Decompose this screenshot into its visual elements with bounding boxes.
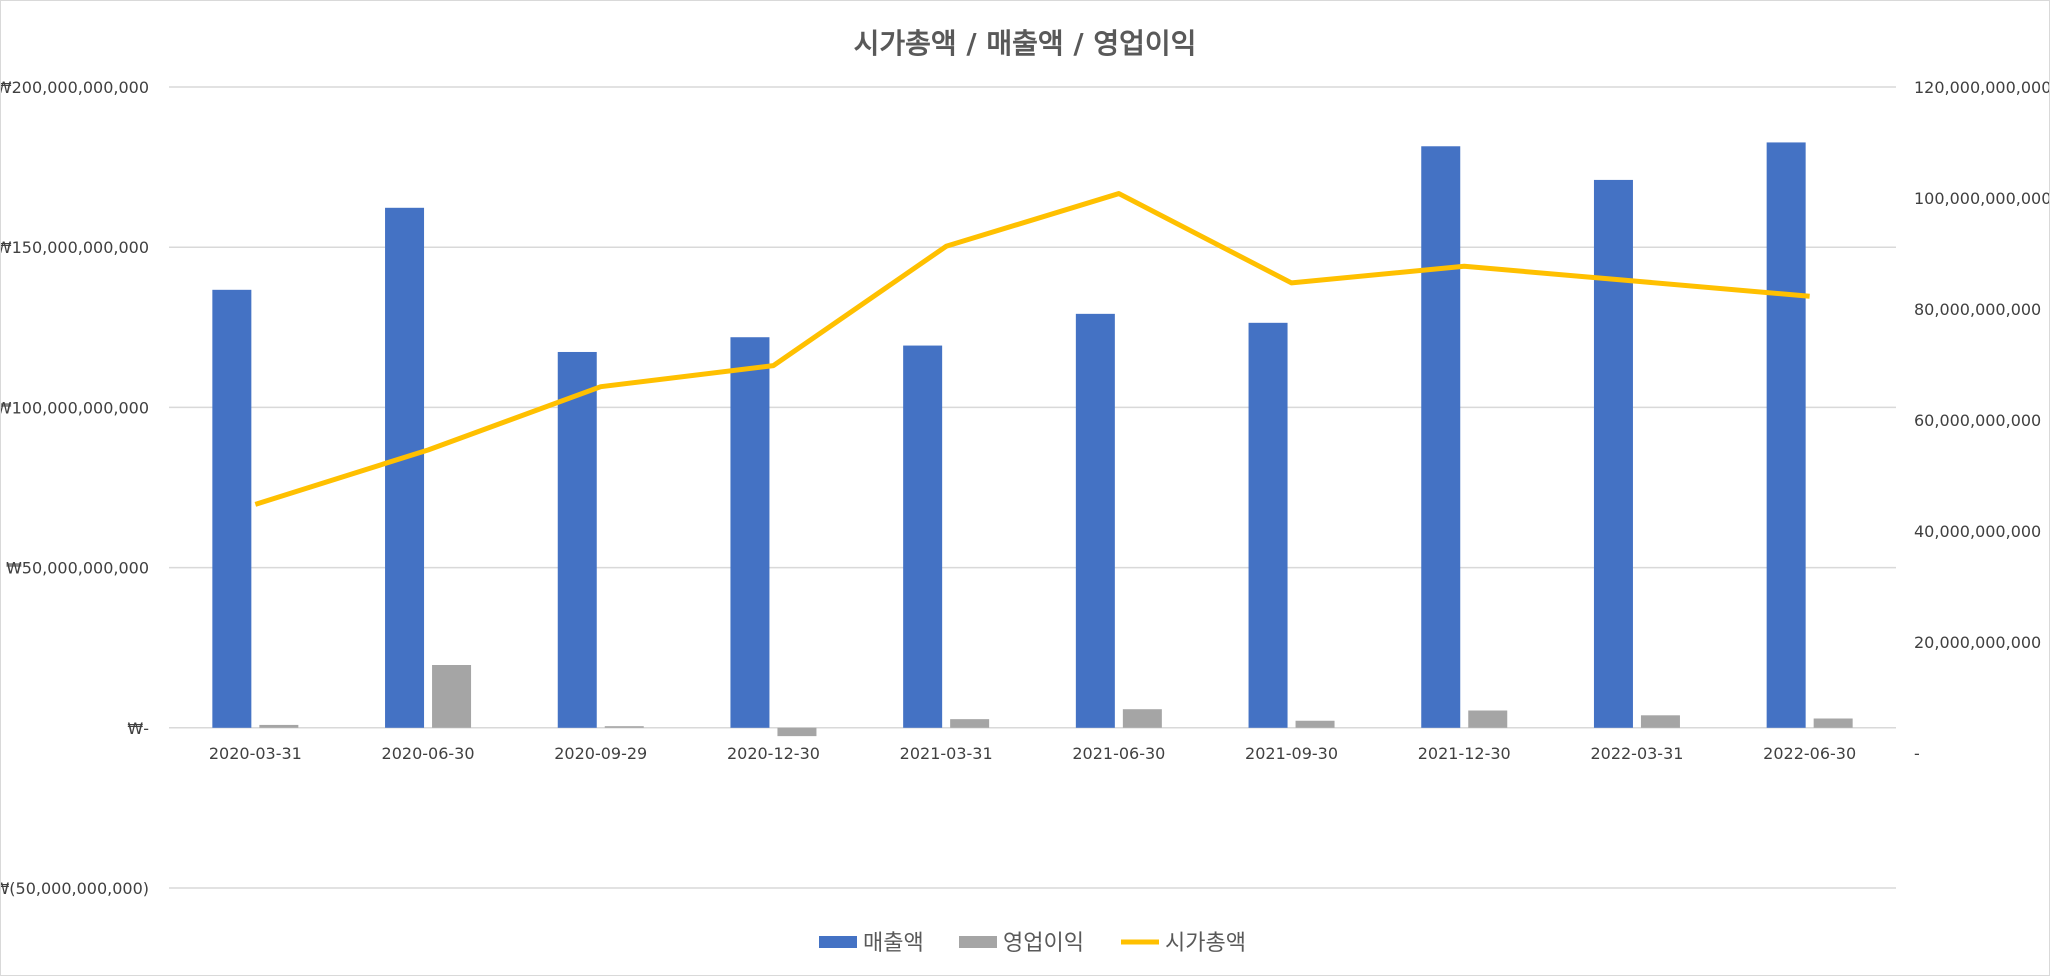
gridlines xyxy=(169,86,1896,889)
x-tick-label: 2021-03-31 xyxy=(900,744,993,763)
line-series xyxy=(254,191,1810,507)
left-tick-label: ₩200,000,000,000 xyxy=(1,78,149,97)
legend: 매출액 영업이익 시가총액 xyxy=(819,931,1246,956)
left-tick-label: ₩50,000,000,000 xyxy=(6,559,149,578)
revenue-bar xyxy=(1075,313,1115,728)
revenue-bar xyxy=(557,351,597,728)
left-tick-label: ₩(50,000,000,000) xyxy=(1,879,149,898)
operating-profit-bar xyxy=(604,726,644,728)
x-tick-label: 2021-06-30 xyxy=(1072,744,1165,763)
revenue-bar xyxy=(1766,142,1806,728)
revenue-bar xyxy=(1421,146,1461,728)
market-cap-line xyxy=(254,191,1810,507)
x-tick-label: 2020-03-31 xyxy=(209,744,302,763)
revenue-bar xyxy=(1593,179,1633,728)
x-tick-label: 2021-09-30 xyxy=(1245,744,1338,763)
bars xyxy=(212,142,1853,737)
revenue-bar xyxy=(730,337,770,728)
operating-profit-bar xyxy=(259,724,299,728)
x-tick-label: 2022-03-31 xyxy=(1590,744,1683,763)
x-tick-label: 2022-06-30 xyxy=(1763,744,1856,763)
right-tick-label: 20,000,000,000 xyxy=(1914,633,2041,652)
legend-label: 매출액 xyxy=(863,931,924,956)
right-tick-label: 40,000,000,000 xyxy=(1914,522,2041,541)
legend-label: 시가총액 xyxy=(1165,931,1246,956)
operating-profit-bar xyxy=(1295,720,1335,728)
chart-title: 시가총액 / 매출액 / 영업이익 xyxy=(854,27,1197,60)
operating-profit-bar xyxy=(432,665,472,728)
x-tick-label: 2020-06-30 xyxy=(382,744,475,763)
operating-profit-bar xyxy=(1468,710,1508,728)
right-tick-label: 100,000,000,000 xyxy=(1914,189,2049,208)
right-tick-label: 80,000,000,000 xyxy=(1914,300,2041,319)
revenue-bar xyxy=(903,345,943,728)
operating-profit-bar xyxy=(1640,715,1680,728)
right-tick-label: 120,000,000,000 xyxy=(1914,78,2049,97)
left-tick-label: ₩100,000,000,000 xyxy=(1,398,149,417)
right-tick-label: 60,000,000,000 xyxy=(1914,411,2041,430)
operating-profit-bar xyxy=(950,719,990,728)
right-y-axis: 120,000,000,000 100,000,000,000 80,000,000… xyxy=(1914,78,2049,763)
revenue-bar xyxy=(1248,322,1288,728)
x-tick-label: 2020-12-30 xyxy=(727,744,820,763)
operating-profit-bar xyxy=(777,727,817,737)
revenue-bar xyxy=(385,207,425,728)
left-y-axis: ₩200,000,000,000 ₩150,000,000,000 ₩100,000… xyxy=(1,78,149,898)
x-tick-label: 2021-12-30 xyxy=(1418,744,1511,763)
right-tick-label: - xyxy=(1914,744,1920,763)
x-tick-label: 2020-09-29 xyxy=(554,744,647,763)
x-axis: 2020-03-31 2020-06-30 2020-09-29 2020-12-30… xyxy=(209,744,1856,763)
revenue-bar xyxy=(212,289,252,728)
operating-profit-bar xyxy=(1813,718,1853,728)
left-tick-label: ₩- xyxy=(127,719,149,738)
legend-label: 영업이익 xyxy=(1003,931,1084,956)
operating-profit-bar xyxy=(1122,709,1162,728)
legend-swatch xyxy=(959,936,997,948)
left-tick-label: ₩150,000,000,000 xyxy=(1,238,149,257)
legend-swatch xyxy=(819,936,857,948)
